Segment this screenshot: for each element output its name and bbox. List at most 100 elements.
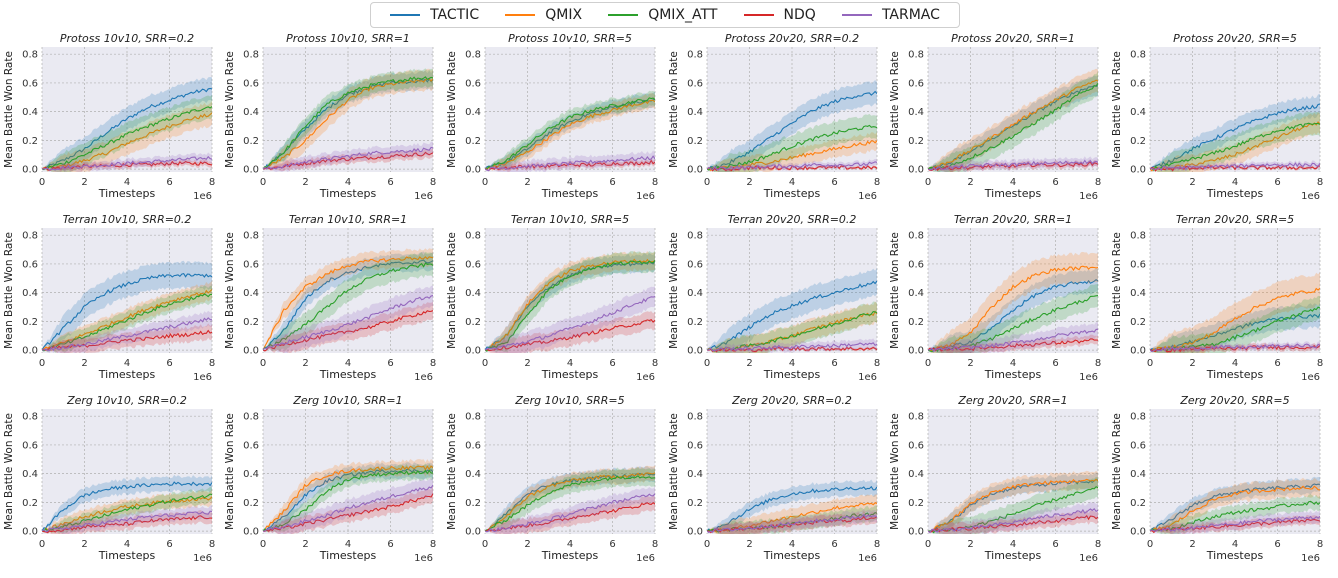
y-tick-label: 0.2 — [22, 136, 38, 147]
x-tick-label: 8 — [209, 177, 215, 188]
line-tactic — [263, 259, 433, 351]
band-qmix — [707, 301, 877, 353]
panel-13: Zerg 10v10, SRR=0.2 0.0 0.2 0.4 0.6 0.8 0 2 4 6 8 T… — [3, 394, 215, 564]
y-tick-label: 0.2 — [465, 317, 481, 328]
x-tick-label: 4 — [789, 539, 795, 550]
line-qmix — [485, 472, 655, 532]
panel-7-title: Terran 10v10, SRR=0.2 — [63, 213, 192, 226]
band-ndq — [928, 510, 1098, 534]
band-qmix-att — [485, 467, 655, 532]
panel-11-x-multiplier: 1e6 — [1079, 372, 1098, 383]
band-qmix — [707, 494, 877, 534]
panel-17-series — [928, 470, 1098, 534]
x-tick-label: 6 — [387, 539, 393, 550]
x-tick-label: 6 — [1274, 358, 1280, 369]
x-tick-label: 2 — [746, 358, 752, 369]
panel-2-series — [263, 68, 433, 172]
panel-16-x-axis-label: Timesteps — [763, 549, 821, 562]
x-tick-label: 2 — [1189, 177, 1195, 188]
x-tick-label: 2 — [302, 539, 308, 550]
panel-8-title: Terran 10v10, SRR=1 — [289, 213, 407, 226]
y-tick-label: 0.8 — [22, 50, 38, 61]
line-tarmac — [707, 342, 877, 352]
panel-1-series — [42, 77, 212, 172]
band-tactic — [1150, 476, 1320, 532]
legend-item-tarmac: TARMAC — [841, 7, 940, 23]
line-qmix — [42, 112, 212, 170]
line-qmix — [263, 465, 433, 532]
panel-16-series — [707, 479, 877, 534]
panel-9-series — [485, 250, 655, 353]
y-tick-label: 0.0 — [243, 165, 259, 176]
panel-11-x-axis-label: Timesteps — [984, 368, 1042, 381]
x-tick-label: 8 — [652, 539, 658, 550]
band-tarmac — [42, 505, 212, 534]
line-qmix — [485, 258, 655, 352]
x-tick-label: 6 — [387, 358, 393, 369]
line-tactic — [707, 280, 877, 351]
x-tick-label: 0 — [925, 177, 931, 188]
panel-1-y-axis-label: Mean Battle Won Rate — [3, 51, 15, 168]
band-tarmac — [1150, 160, 1320, 172]
x-tick-label: 4 — [789, 358, 795, 369]
x-tick-label: 4 — [1010, 177, 1016, 188]
band-qmix-att — [263, 463, 433, 532]
y-tick-label: 0.2 — [22, 317, 38, 328]
panel-18-series — [1150, 476, 1320, 534]
line-tarmac — [485, 493, 655, 533]
line-tactic — [707, 90, 877, 170]
y-tick-label: 0.4 — [22, 107, 38, 118]
x-tick-label: 6 — [1052, 358, 1058, 369]
band-tactic — [485, 466, 655, 532]
line-qmix — [42, 496, 212, 532]
y-tick-label: 0.2 — [22, 498, 38, 509]
panel-15-series — [485, 465, 655, 534]
panel-5: Protoss 20v20, SRR=1 0.0 0.2 0.4 0.6 0.8 0 2 4 6 8… — [889, 32, 1101, 202]
x-tick-label: 2 — [524, 539, 530, 550]
panel-11-y-axis-label: Mean Battle Won Rate — [889, 232, 901, 349]
band-qmix-att — [263, 251, 433, 351]
y-tick-label: 0.4 — [243, 107, 259, 118]
x-tick-label: 2 — [1189, 358, 1195, 369]
y-tick-label: 0.2 — [465, 498, 481, 509]
line-tarmac — [485, 155, 655, 172]
panel-3-x-multiplier: 1e6 — [636, 191, 655, 202]
y-tick-label: 0.2 — [1130, 498, 1146, 509]
x-tick-label: 6 — [831, 539, 837, 550]
x-tick-label: 6 — [387, 177, 393, 188]
line-qmix-att — [485, 475, 655, 532]
x-tick-label: 2 — [967, 177, 973, 188]
x-tick-label: 0 — [1147, 539, 1153, 550]
y-tick-label: 0.2 — [908, 317, 924, 328]
x-tick-label: 6 — [166, 539, 172, 550]
x-tick-label: 2 — [81, 177, 87, 188]
line-qmix — [485, 99, 655, 170]
y-tick-label: 0.6 — [465, 440, 481, 451]
band-qmix-att — [1150, 295, 1320, 353]
panel-5-x-multiplier: 1e6 — [1079, 191, 1098, 202]
y-tick-label: 0.0 — [1130, 527, 1146, 538]
y-tick-label: 0.8 — [465, 231, 481, 242]
y-tick-label: 0.8 — [687, 50, 703, 61]
panel-12-series — [1150, 272, 1320, 353]
y-tick-label: 0.4 — [465, 288, 481, 299]
panel-13-series — [42, 474, 212, 534]
y-tick-label: 0.0 — [908, 346, 924, 357]
line-tarmac — [928, 328, 1098, 353]
band-tarmac — [42, 310, 212, 353]
panel-4: Protoss 20v20, SRR=0.2 0.0 0.2 0.4 0.6 0.8 0 2 4… — [668, 32, 880, 202]
panel-6-title: Protoss 20v20, SRR=5 — [1173, 32, 1297, 45]
panel-5-title: Protoss 20v20, SRR=1 — [951, 32, 1075, 45]
y-tick-label: 0.8 — [687, 231, 703, 242]
band-qmix-att — [485, 90, 655, 170]
panel-10-x-multiplier: 1e6 — [858, 372, 877, 383]
x-tick-label: 8 — [1095, 177, 1101, 188]
panel-12-y-axis-label: Mean Battle Won Rate — [1111, 232, 1123, 349]
panel-17-title: Zerg 20v20, SRR=1 — [957, 394, 1067, 407]
panel-2-x-multiplier: 1e6 — [414, 191, 433, 202]
y-tick-label: 0.8 — [22, 412, 38, 423]
line-qmix-att — [707, 311, 877, 352]
y-tick-label: 0.2 — [1130, 136, 1146, 147]
line-tarmac — [707, 513, 877, 534]
